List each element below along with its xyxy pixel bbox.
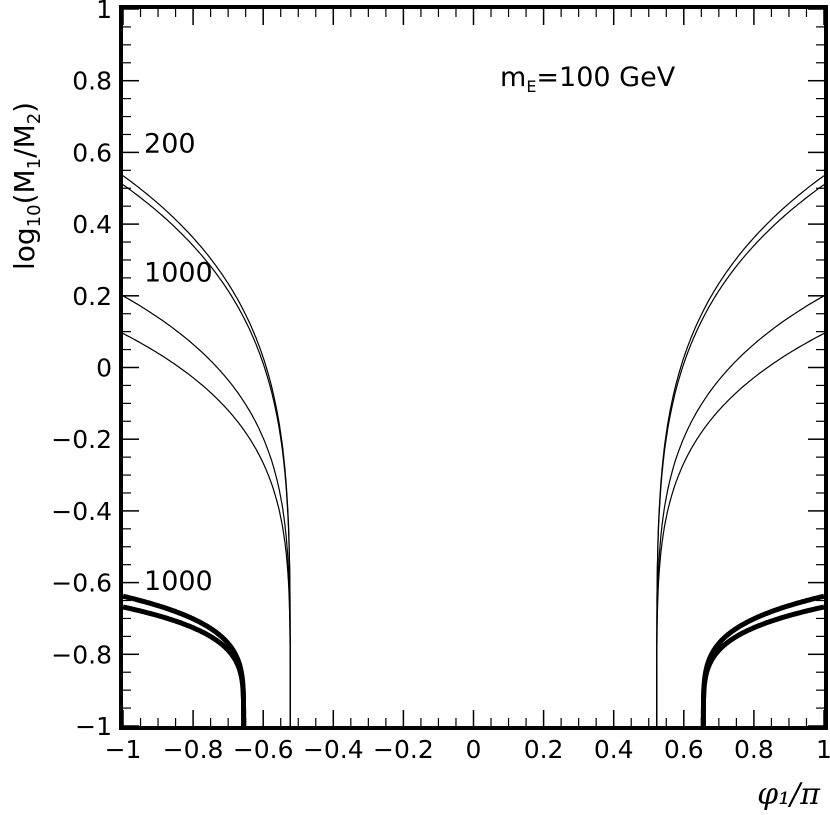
curves xyxy=(122,175,825,726)
x-tick-label: −0.2 xyxy=(373,735,434,764)
y-tick-label: 0.4 xyxy=(72,210,112,239)
y-tick-label: −0.2 xyxy=(51,425,112,454)
y-tick-label: 1 xyxy=(96,0,112,24)
y-tick-label: −1 xyxy=(75,712,112,741)
curve-left xyxy=(122,184,291,726)
curve-labels: 200 1000 1000 xyxy=(144,128,213,596)
axis-ticks xyxy=(122,8,825,727)
y-tick-label: −0.4 xyxy=(51,497,112,526)
curve-left xyxy=(122,295,291,726)
x-tick-label: 0.6 xyxy=(664,735,704,764)
plot-frame xyxy=(119,5,828,730)
y-tick-label: 0 xyxy=(96,354,112,383)
x-tick-label: 1 xyxy=(816,735,830,764)
y-tick-label: 0.2 xyxy=(72,282,112,311)
tick-labels: −1 −0.8 −0.6 −0.4 −0.2 0 0.2 0.4 0.6 0.8 1 −1 −0.8 −0… xyxy=(51,0,830,764)
curve-left xyxy=(122,332,291,726)
curve-right xyxy=(656,295,825,726)
y-axis-title: log10(M1/M2) xyxy=(8,102,45,270)
x-axis-title: φ₁/π xyxy=(757,777,821,812)
curve-right xyxy=(700,593,825,726)
y-tick-label: −0.6 xyxy=(51,569,112,598)
curve-left xyxy=(122,593,247,726)
x-tick-label: 0 xyxy=(466,735,482,764)
curve-right xyxy=(656,175,825,726)
x-tick-label: 0.8 xyxy=(734,735,774,764)
x-tick-label: −0.6 xyxy=(233,735,294,764)
y-tick-label: 0.6 xyxy=(72,138,112,167)
x-tick-label: −1 xyxy=(105,735,142,764)
annotation-mass: mE=100 GeV xyxy=(500,62,676,96)
y-tick-label: −0.8 xyxy=(51,640,112,669)
curve-right xyxy=(700,604,825,726)
curve-label: 200 xyxy=(144,128,196,159)
x-tick-label: 0.4 xyxy=(594,735,634,764)
x-tick-label: −0.8 xyxy=(163,735,224,764)
x-tick-label: 0.2 xyxy=(524,735,564,764)
curve-label: 1000 xyxy=(144,566,213,597)
curve-left xyxy=(122,604,247,726)
x-tick-label: −0.4 xyxy=(303,735,364,764)
y-tick-label: 0.8 xyxy=(72,67,112,96)
curve-right xyxy=(656,332,825,726)
curve-right xyxy=(656,184,825,726)
curve-label: 1000 xyxy=(144,257,213,288)
